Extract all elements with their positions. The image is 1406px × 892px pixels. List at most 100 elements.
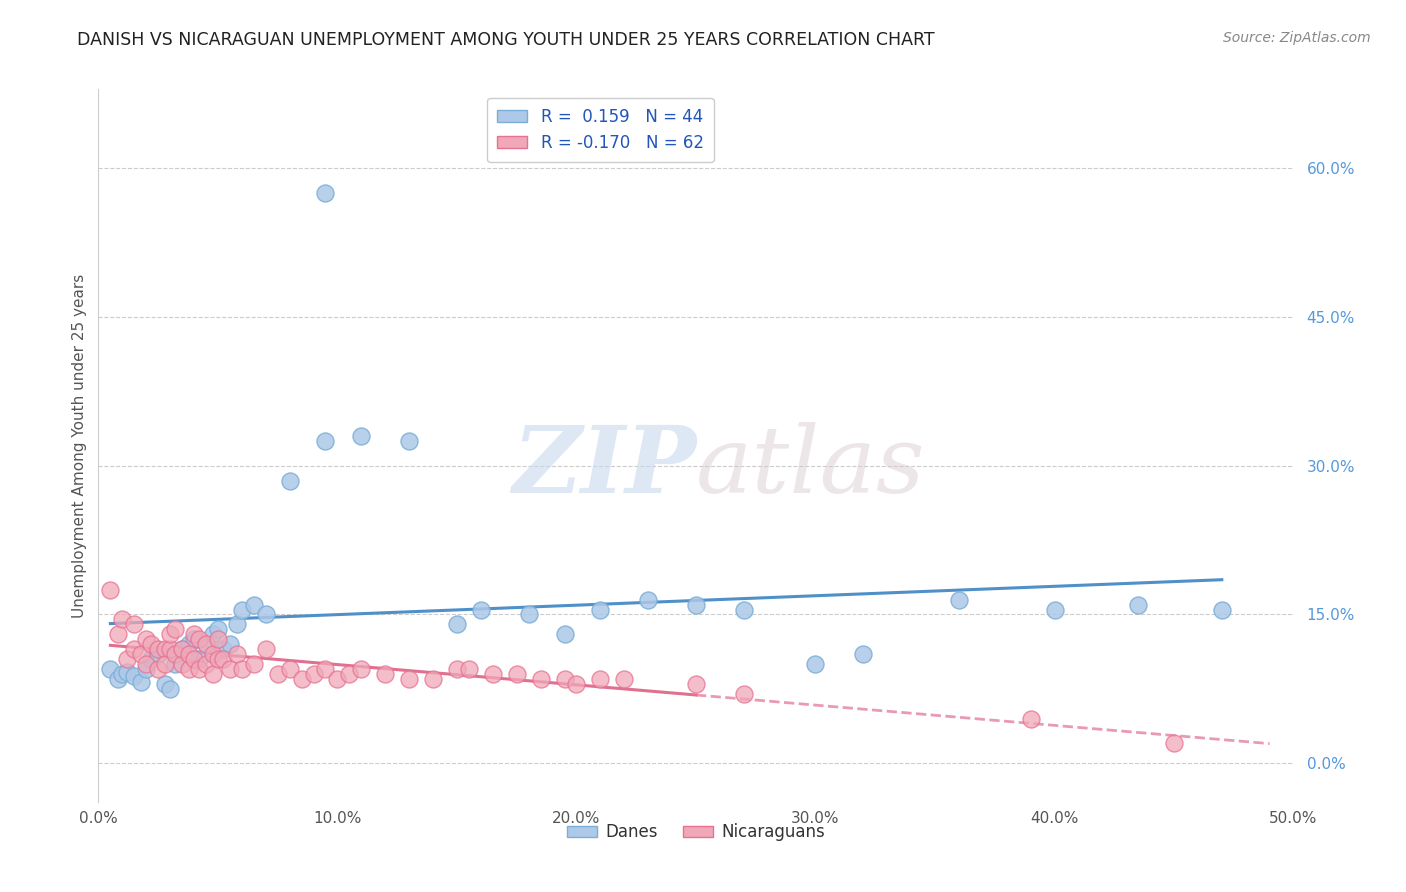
Point	[226, 617, 249, 632]
Point	[183, 627, 205, 641]
Point	[135, 662, 157, 676]
Point	[111, 667, 134, 681]
Point	[187, 652, 209, 666]
Point	[231, 602, 253, 616]
Point	[131, 647, 153, 661]
Text: atlas: atlas	[696, 423, 925, 512]
Point	[179, 662, 201, 676]
Point	[350, 662, 373, 676]
Point	[302, 667, 325, 681]
Point	[219, 662, 242, 676]
Text: Source: ZipAtlas.com: Source: ZipAtlas.com	[1223, 31, 1371, 45]
Point	[179, 637, 201, 651]
Point	[211, 642, 233, 657]
Point	[278, 662, 301, 676]
Point	[231, 662, 253, 676]
Point	[139, 637, 162, 651]
Point	[315, 662, 337, 676]
Point	[315, 434, 337, 448]
Point	[852, 647, 875, 661]
Point	[254, 607, 277, 622]
Point	[139, 652, 162, 666]
Point	[1128, 598, 1150, 612]
Point	[159, 627, 181, 641]
Point	[1019, 712, 1042, 726]
Point	[374, 667, 396, 681]
Point	[163, 623, 186, 637]
Point	[163, 647, 186, 661]
Point	[470, 602, 492, 616]
Point	[187, 662, 209, 676]
Point	[339, 667, 361, 681]
Point	[115, 665, 138, 679]
Point	[1163, 736, 1185, 750]
Point	[148, 662, 170, 676]
Point	[350, 429, 373, 443]
Point	[446, 617, 468, 632]
Point	[159, 681, 181, 696]
Point	[517, 607, 540, 622]
Legend: Danes, Nicaraguans: Danes, Nicaraguans	[561, 817, 831, 848]
Point	[948, 592, 970, 607]
Point	[481, 667, 505, 681]
Point	[187, 632, 209, 647]
Point	[159, 642, 181, 657]
Point	[589, 602, 612, 616]
Point	[124, 642, 146, 657]
Point	[155, 657, 177, 671]
Point	[565, 677, 588, 691]
Point	[148, 642, 170, 657]
Point	[1043, 602, 1066, 616]
Point	[637, 592, 659, 607]
Point	[226, 647, 249, 661]
Point	[219, 637, 242, 651]
Point	[554, 627, 576, 641]
Point	[115, 652, 138, 666]
Point	[111, 612, 134, 626]
Point	[398, 672, 420, 686]
Point	[183, 632, 205, 647]
Point	[278, 474, 301, 488]
Point	[422, 672, 444, 686]
Point	[207, 623, 229, 637]
Point	[98, 662, 122, 676]
Point	[207, 652, 229, 666]
Point	[589, 672, 612, 686]
Point	[107, 627, 129, 641]
Point	[202, 667, 225, 681]
Point	[211, 652, 233, 666]
Y-axis label: Unemployment Among Youth under 25 years: Unemployment Among Youth under 25 years	[72, 274, 87, 618]
Point	[135, 632, 157, 647]
Point	[733, 687, 755, 701]
Point	[398, 434, 420, 448]
Text: ZIP: ZIP	[512, 423, 696, 512]
Point	[183, 652, 205, 666]
Point	[124, 669, 146, 683]
Point	[135, 657, 157, 671]
Point	[163, 657, 186, 671]
Point	[613, 672, 636, 686]
Point	[172, 657, 194, 671]
Point	[446, 662, 468, 676]
Point	[202, 647, 225, 661]
Point	[315, 186, 337, 201]
Point	[207, 632, 229, 647]
Point	[179, 647, 201, 661]
Point	[243, 657, 266, 671]
Point	[326, 672, 349, 686]
Point	[195, 637, 218, 651]
Point	[1211, 602, 1233, 616]
Point	[291, 672, 314, 686]
Point	[131, 674, 153, 689]
Point	[804, 657, 827, 671]
Point	[267, 667, 290, 681]
Point	[685, 677, 707, 691]
Point	[172, 642, 194, 657]
Point	[155, 642, 177, 657]
Point	[685, 598, 707, 612]
Point	[458, 662, 481, 676]
Point	[98, 582, 122, 597]
Point	[172, 642, 194, 657]
Point	[148, 647, 170, 661]
Point	[202, 627, 225, 641]
